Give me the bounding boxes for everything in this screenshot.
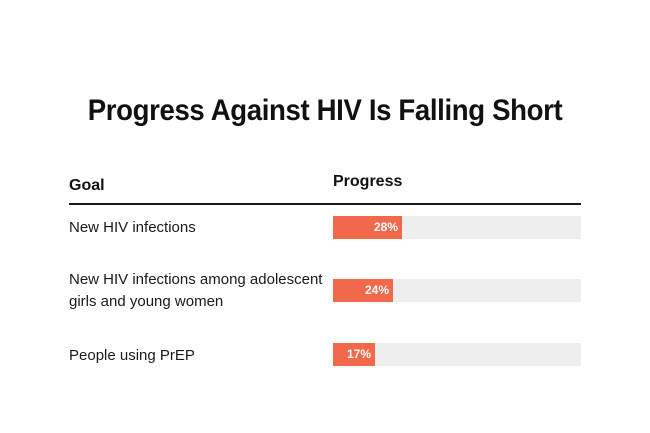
bar-value-label-new-hiv-infections: 28% xyxy=(373,220,398,234)
header-rule xyxy=(69,203,581,205)
bar-track-adolescent-girls-young-women: 24% xyxy=(333,279,581,302)
column-header-goal: Goal xyxy=(69,177,105,194)
row-label-adolescent-girls-young-women: New HIV infections among adolescent girl… xyxy=(69,271,323,310)
column-header-progress: Progress xyxy=(333,173,403,190)
bar-adolescent-girls-young-women xyxy=(333,279,393,302)
row-label-people-using-prep: People using PrEP xyxy=(69,347,195,364)
bar-track-people-using-prep: 17% xyxy=(333,343,581,366)
bar-track-new-hiv-infections: 28% xyxy=(333,216,581,239)
bar-value-label-people-using-prep: 17% xyxy=(346,347,371,361)
row-label-new-hiv-infections: New HIV infections xyxy=(69,219,196,236)
bar-value-label-adolescent-girls-young-women: 24% xyxy=(364,283,389,297)
chart-title: Progress Against HIV Is Falling Short xyxy=(87,94,563,127)
bar-people-using-prep xyxy=(333,343,375,366)
bar-new-hiv-infections xyxy=(333,216,402,239)
